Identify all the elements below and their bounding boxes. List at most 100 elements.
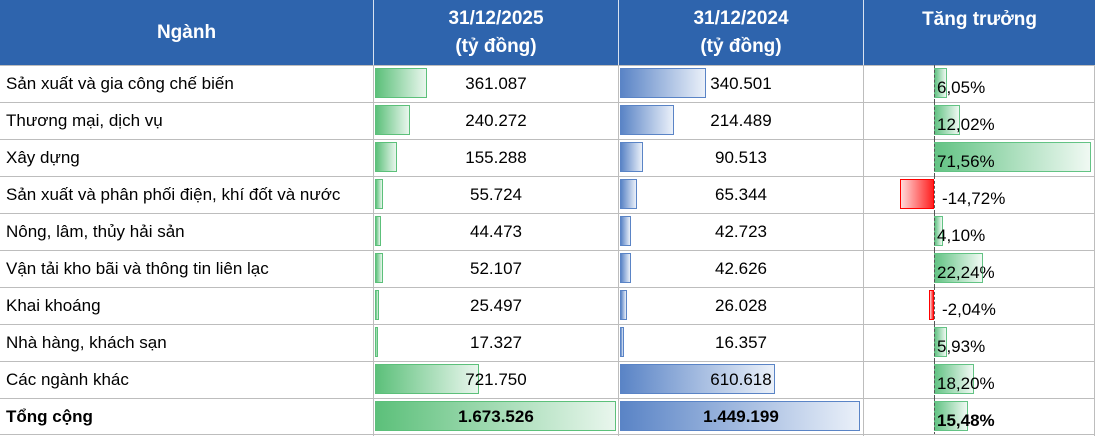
bar-2025 (375, 105, 410, 135)
growth-axis (934, 398, 935, 435)
value-2024: 16.357 (715, 333, 767, 352)
bar-2025 (375, 253, 383, 283)
growth-cell: 71,56% (864, 139, 1094, 176)
value-2024: 26.028 (715, 296, 767, 315)
bar-2024 (620, 401, 860, 431)
value-2024-cell: 214.489 (619, 102, 863, 139)
bar-2024 (620, 105, 675, 135)
value-2024: 90.513 (715, 148, 767, 167)
value-2025-cell: 25.497 (374, 287, 618, 324)
bar-2024 (620, 142, 643, 172)
value-2025: 240.272 (465, 111, 527, 130)
growth-axis (934, 213, 935, 250)
growth-axis (934, 361, 935, 398)
value-2025: 55.724 (470, 185, 522, 204)
value-2025-cell: 240.272 (374, 102, 618, 139)
bar-2025 (375, 290, 379, 320)
growth-value: 22,24% (937, 263, 995, 282)
bar-2024 (620, 364, 775, 394)
bar-2025 (375, 364, 479, 394)
bar-2024 (620, 68, 707, 98)
value-2024: 340.501 (710, 74, 772, 93)
value-2024-cell: 610.618 (619, 361, 863, 398)
value-2025: 155.288 (465, 148, 527, 167)
value-2024: 42.626 (715, 259, 767, 278)
sector-name: Vận tải kho bãi và thông tin liên lạc (6, 259, 269, 278)
growth-axis (934, 324, 935, 361)
bar-2025 (375, 179, 384, 209)
growth-bar (934, 142, 1091, 172)
growth-bar (934, 364, 974, 394)
header-2025-date: 31/12/2025 (448, 7, 544, 29)
sector-name: Sản xuất và phân phối điện, khí đốt và n… (6, 185, 341, 204)
value-2024: 214.489 (710, 111, 772, 130)
growth-cell: 15,48% (864, 398, 1094, 435)
value-2024-cell: 90.513 (619, 139, 863, 176)
bar-2024 (620, 216, 631, 246)
growth-value: 15,48% (937, 411, 995, 430)
header-2024-unit: (tỷ đồng) (700, 35, 782, 57)
bar-2025 (375, 68, 428, 98)
bar-2025 (375, 216, 382, 246)
growth-cell: 12,02% (864, 102, 1094, 139)
value-2025: 1.673.526 (458, 407, 534, 426)
sector-name: Nhà hàng, khách sạn (6, 333, 167, 352)
sector-name: Khai khoáng (6, 296, 101, 315)
table-row: Nhà hàng, khách sạn 17.327 16.357 5,93% (0, 324, 1095, 361)
growth-axis (934, 250, 935, 287)
value-2024-cell: 26.028 (619, 287, 863, 324)
header-sector: Ngành (0, 0, 373, 65)
header-growth: Tăng trưởng (864, 0, 1095, 65)
value-2024-cell: 340.501 (619, 65, 863, 102)
sector-name: Tổng cộng (6, 407, 93, 426)
value-2024-cell: 65.344 (619, 176, 863, 213)
growth-cell: 18,20% (864, 361, 1094, 398)
value-2025-cell: 721.750 (374, 361, 618, 398)
bar-2024 (620, 290, 627, 320)
bar-2025 (375, 327, 378, 357)
value-2024: 610.618 (710, 370, 772, 389)
value-2024-cell: 1.449.199 (619, 398, 863, 435)
growth-cell: 4,10% (864, 213, 1094, 250)
growth-value: -14,72% (942, 189, 1006, 208)
value-2024-cell: 42.723 (619, 213, 863, 250)
growth-cell: -2,04% (864, 287, 1094, 324)
bar-2024 (620, 253, 631, 283)
value-2025-cell: 1.673.526 (374, 398, 618, 435)
table-row: Xây dựng 155.288 90.513 71,56% (0, 139, 1095, 176)
growth-axis (934, 176, 935, 213)
sector-name: Nông, lâm, thủy hải sản (6, 222, 185, 241)
growth-axis (934, 102, 935, 139)
table-row: Vận tải kho bãi và thông tin liên lạc 52.… (0, 250, 1095, 287)
growth-axis (934, 65, 935, 102)
bar-2024 (620, 327, 625, 357)
value-2025-cell: 52.107 (374, 250, 618, 287)
value-2024: 1.449.199 (703, 407, 779, 426)
value-2025: 52.107 (470, 259, 522, 278)
table-header: Ngành 31/12/2025 (tỷ đồng) 31/12/2024 (t… (0, 0, 1095, 65)
growth-value: 18,20% (937, 374, 995, 393)
value-2025-cell: 44.473 (374, 213, 618, 250)
value-2024-cell: 42.626 (619, 250, 863, 287)
growth-cell: -14,72% (864, 176, 1094, 213)
table-row: Sản xuất và gia công chế biến 361.087 340.… (0, 65, 1095, 102)
header-2024: 31/12/2024 (tỷ đồng) (619, 0, 863, 65)
table-row: Thương mại, dịch vụ 240.272 214.489 12,02% (0, 102, 1095, 139)
growth-axis (934, 139, 935, 176)
bar-2025 (375, 401, 616, 431)
growth-value: 71,56% (937, 152, 995, 171)
header-2025: 31/12/2025 (tỷ đồng) (374, 0, 618, 65)
growth-cell: 5,93% (864, 324, 1094, 361)
sector-name: Các ngành khác (6, 370, 129, 389)
growth-value: 4,10% (937, 226, 986, 245)
header-sector-label: Ngành (156, 21, 217, 43)
value-2025: 17.327 (470, 333, 522, 352)
value-2025: 44.473 (470, 222, 522, 241)
growth-cell: 6,05% (864, 65, 1094, 102)
total-row: Tổng cộng 1.673.526 1.449.199 15,48% (0, 398, 1095, 435)
growth-value: 12,02% (937, 115, 995, 134)
value-2025-cell: 361.087 (374, 65, 618, 102)
growth-value: 5,93% (937, 337, 986, 356)
value-2024: 65.344 (715, 185, 767, 204)
table-row: Khai khoáng 25.497 26.028 -2,04% (0, 287, 1095, 324)
